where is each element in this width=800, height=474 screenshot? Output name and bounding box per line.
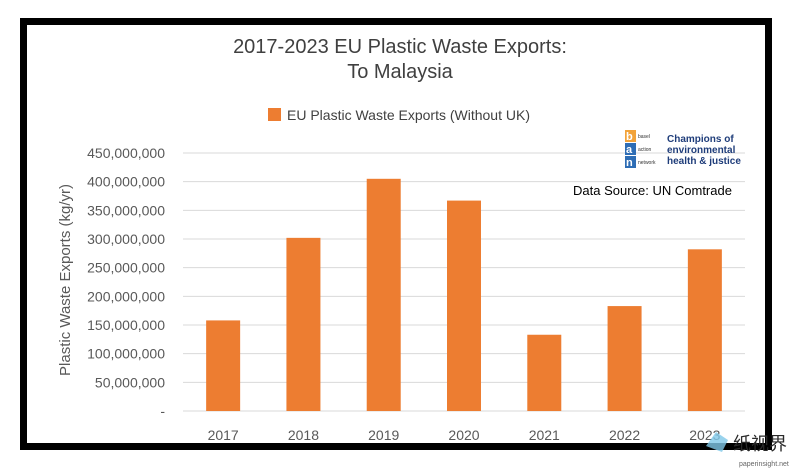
watermark: 纸视界 paperinsight.net xyxy=(706,432,789,468)
bar-2018 xyxy=(286,237,321,411)
bar-2022 xyxy=(607,306,642,411)
y-tick-label: 100,000,000 xyxy=(87,346,165,362)
logo-word-network: network xyxy=(638,160,656,166)
chart-title: 2017-2023 EU Plastic Waste Exports: xyxy=(233,36,567,58)
logo-word-action: action xyxy=(638,147,652,153)
bar-2021 xyxy=(527,334,562,411)
ban-logo: b a n basel action network Champions of … xyxy=(625,130,741,169)
y-tick-label: 50,000,000 xyxy=(95,374,165,390)
x-tick-label: 2019 xyxy=(368,427,399,443)
legend-swatch xyxy=(268,108,281,121)
y-tick-labels: - 50,000,000 100,000,000 150,000,000 200,000… xyxy=(87,145,165,419)
y-tick-label: 400,000,000 xyxy=(87,174,165,190)
logo-tagline-3: health & justice xyxy=(667,156,741,167)
logo-tagline-1: Champions of xyxy=(667,134,734,145)
y-tick-label: 450,000,000 xyxy=(87,145,165,161)
y-tick-label: 300,000,000 xyxy=(87,231,165,247)
y-tick-label: 350,000,000 xyxy=(87,202,165,218)
watermark-logo-icon xyxy=(706,432,728,452)
logo-word-basel: basel xyxy=(638,134,650,140)
x-tick-label: 2021 xyxy=(529,427,560,443)
y-tick-label: 200,000,000 xyxy=(87,288,165,304)
bar-2019 xyxy=(366,178,401,411)
x-tick-labels: 2017 2018 2019 2020 2021 2022 2023 xyxy=(208,427,721,443)
y-axis-label: Plastic Waste Exports (kg/yr) xyxy=(57,184,74,376)
x-tick-label: 2022 xyxy=(609,427,640,443)
data-source-annotation: Data Source: UN Comtrade xyxy=(573,183,732,198)
legend-label: EU Plastic Waste Exports (Without UK) xyxy=(287,107,530,123)
bar-2023 xyxy=(687,249,722,411)
logo-letter-n: n xyxy=(626,157,633,169)
grid-lines xyxy=(183,152,745,412)
bar-2017 xyxy=(206,320,241,411)
x-tick-label: 2017 xyxy=(208,427,239,443)
bars xyxy=(206,178,722,411)
y-tick-label: - xyxy=(160,403,165,419)
logo-letter-a: a xyxy=(626,144,633,156)
logo-tagline-2: environmental xyxy=(667,145,736,156)
logo-letter-b: b xyxy=(626,131,633,143)
chart-subtitle: To Malaysia xyxy=(347,61,453,83)
bar-2020 xyxy=(447,200,481,411)
watermark-text: 纸视界 xyxy=(733,434,787,454)
x-tick-label: 2018 xyxy=(288,427,319,443)
watermark-url: paperinsight.net xyxy=(739,461,789,468)
y-tick-label: 150,000,000 xyxy=(87,317,165,333)
y-tick-label: 250,000,000 xyxy=(87,260,165,276)
x-tick-label: 2020 xyxy=(448,427,479,443)
